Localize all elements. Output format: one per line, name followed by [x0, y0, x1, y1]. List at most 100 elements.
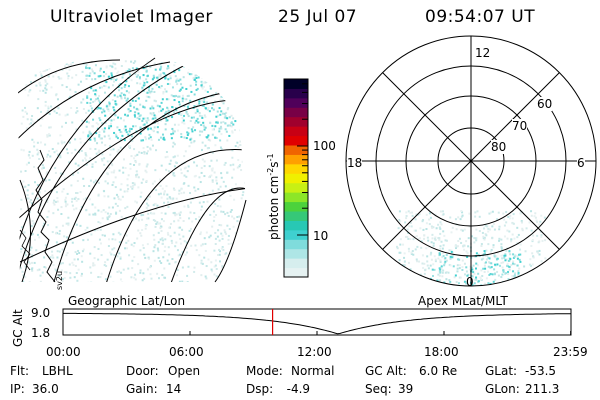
emission-pixel: [181, 97, 184, 100]
status-row1-value-1: Open: [168, 364, 201, 378]
colorbar-segment: [284, 154, 308, 165]
emission-pixel: [90, 132, 93, 135]
colorbar-segment: [284, 107, 308, 118]
emission-pixel: [183, 205, 186, 208]
emission-pixel: [79, 137, 82, 140]
emission-pixel: [108, 215, 111, 218]
emission-pixel: [89, 105, 92, 108]
emission-pixel: [161, 237, 164, 240]
emission-pixel: [173, 64, 176, 67]
emission-pixel: [428, 218, 431, 221]
emission-pixel: [496, 251, 499, 254]
emission-pixel: [166, 106, 169, 109]
emission-pixel: [429, 253, 432, 256]
emission-pixel: [139, 103, 142, 106]
emission-pixel: [109, 160, 112, 163]
emission-pixel: [193, 186, 196, 189]
emission-pixel: [156, 221, 159, 224]
emission-pixel: [198, 100, 201, 103]
emission-pixel: [153, 91, 156, 94]
emission-pixel: [131, 99, 134, 102]
emission-pixel: [487, 256, 490, 259]
emission-pixel: [65, 62, 68, 65]
emission-pixel: [153, 114, 156, 117]
emission-pixel: [209, 213, 212, 216]
emission-pixel: [60, 269, 63, 272]
emission-pixel: [205, 231, 208, 234]
emission-pixel: [80, 255, 83, 258]
emission-pixel: [93, 264, 96, 267]
emission-pixel: [53, 199, 56, 202]
emission-pixel: [511, 275, 514, 278]
emission-pixel: [94, 213, 97, 216]
emission-pixel: [484, 267, 487, 270]
emission-pixel: [121, 281, 124, 282]
emission-pixel: [127, 133, 130, 136]
emission-pixel: [138, 151, 141, 154]
emission-pixel: [404, 235, 407, 238]
emission-pixel: [238, 165, 241, 168]
emission-pixel: [532, 234, 535, 237]
emission-pixel: [98, 94, 101, 97]
emission-pixel: [33, 121, 36, 124]
emission-pixel: [53, 110, 56, 113]
emission-pixel: [24, 110, 27, 113]
emission-pixel: [99, 119, 102, 122]
emission-pixel: [218, 127, 221, 130]
emission-pixel: [202, 121, 205, 124]
emission-pixel: [84, 153, 87, 156]
emission-pixel: [177, 226, 180, 229]
emission-pixel: [26, 189, 29, 192]
emission-pixel: [119, 139, 122, 142]
emission-pixel: [508, 217, 511, 220]
emission-pixel: [219, 250, 222, 253]
emission-pixel: [82, 239, 85, 242]
emission-pixel: [126, 97, 129, 100]
emission-pixel: [76, 110, 79, 113]
emission-pixel: [221, 265, 224, 268]
emission-pixel: [132, 185, 135, 188]
emission-pixel: [74, 196, 77, 199]
emission-pixel: [514, 272, 517, 275]
emission-pixel: [197, 121, 200, 124]
emission-pixel: [143, 152, 146, 155]
emission-pixel: [203, 256, 206, 259]
emission-pixel: [163, 72, 166, 75]
emission-pixel: [201, 262, 204, 265]
emission-pixel: [119, 198, 122, 201]
emission-pixel: [68, 161, 71, 164]
emission-pixel: [521, 221, 524, 224]
emission-pixel: [110, 253, 113, 256]
emission-pixel: [155, 222, 158, 225]
emission-pixel: [114, 67, 117, 70]
emission-pixel: [137, 186, 140, 189]
colorbar-segment: [284, 248, 308, 259]
emission-pixel: [24, 185, 27, 188]
emission-pixel: [193, 270, 196, 273]
emission-pixel: [97, 150, 100, 153]
emission-pixel: [120, 97, 123, 100]
timeline-xtick-0: 00:00: [46, 345, 81, 359]
emission-pixel: [473, 237, 476, 240]
emission-pixel: [152, 112, 155, 115]
emission-pixel: [505, 272, 508, 275]
emission-pixel: [31, 120, 34, 123]
emission-pixel: [51, 147, 54, 150]
emission-pixel: [220, 147, 223, 150]
emission-pixel: [44, 84, 47, 87]
emission-pixel: [56, 250, 59, 253]
emission-pixel: [472, 264, 475, 267]
emission-pixel: [107, 110, 110, 113]
emission-pixel: [134, 115, 137, 118]
emission-pixel: [180, 192, 183, 195]
emission-pixel: [220, 176, 223, 179]
emission-pixel: [414, 283, 417, 286]
emission-pixel: [20, 148, 23, 151]
emission-pixel: [420, 246, 423, 249]
emission-pixel: [481, 231, 484, 234]
emission-pixel: [145, 171, 148, 174]
emission-pixel: [85, 154, 88, 157]
emission-pixel: [185, 98, 188, 101]
emission-pixel: [85, 120, 88, 123]
emission-pixel: [46, 109, 49, 112]
